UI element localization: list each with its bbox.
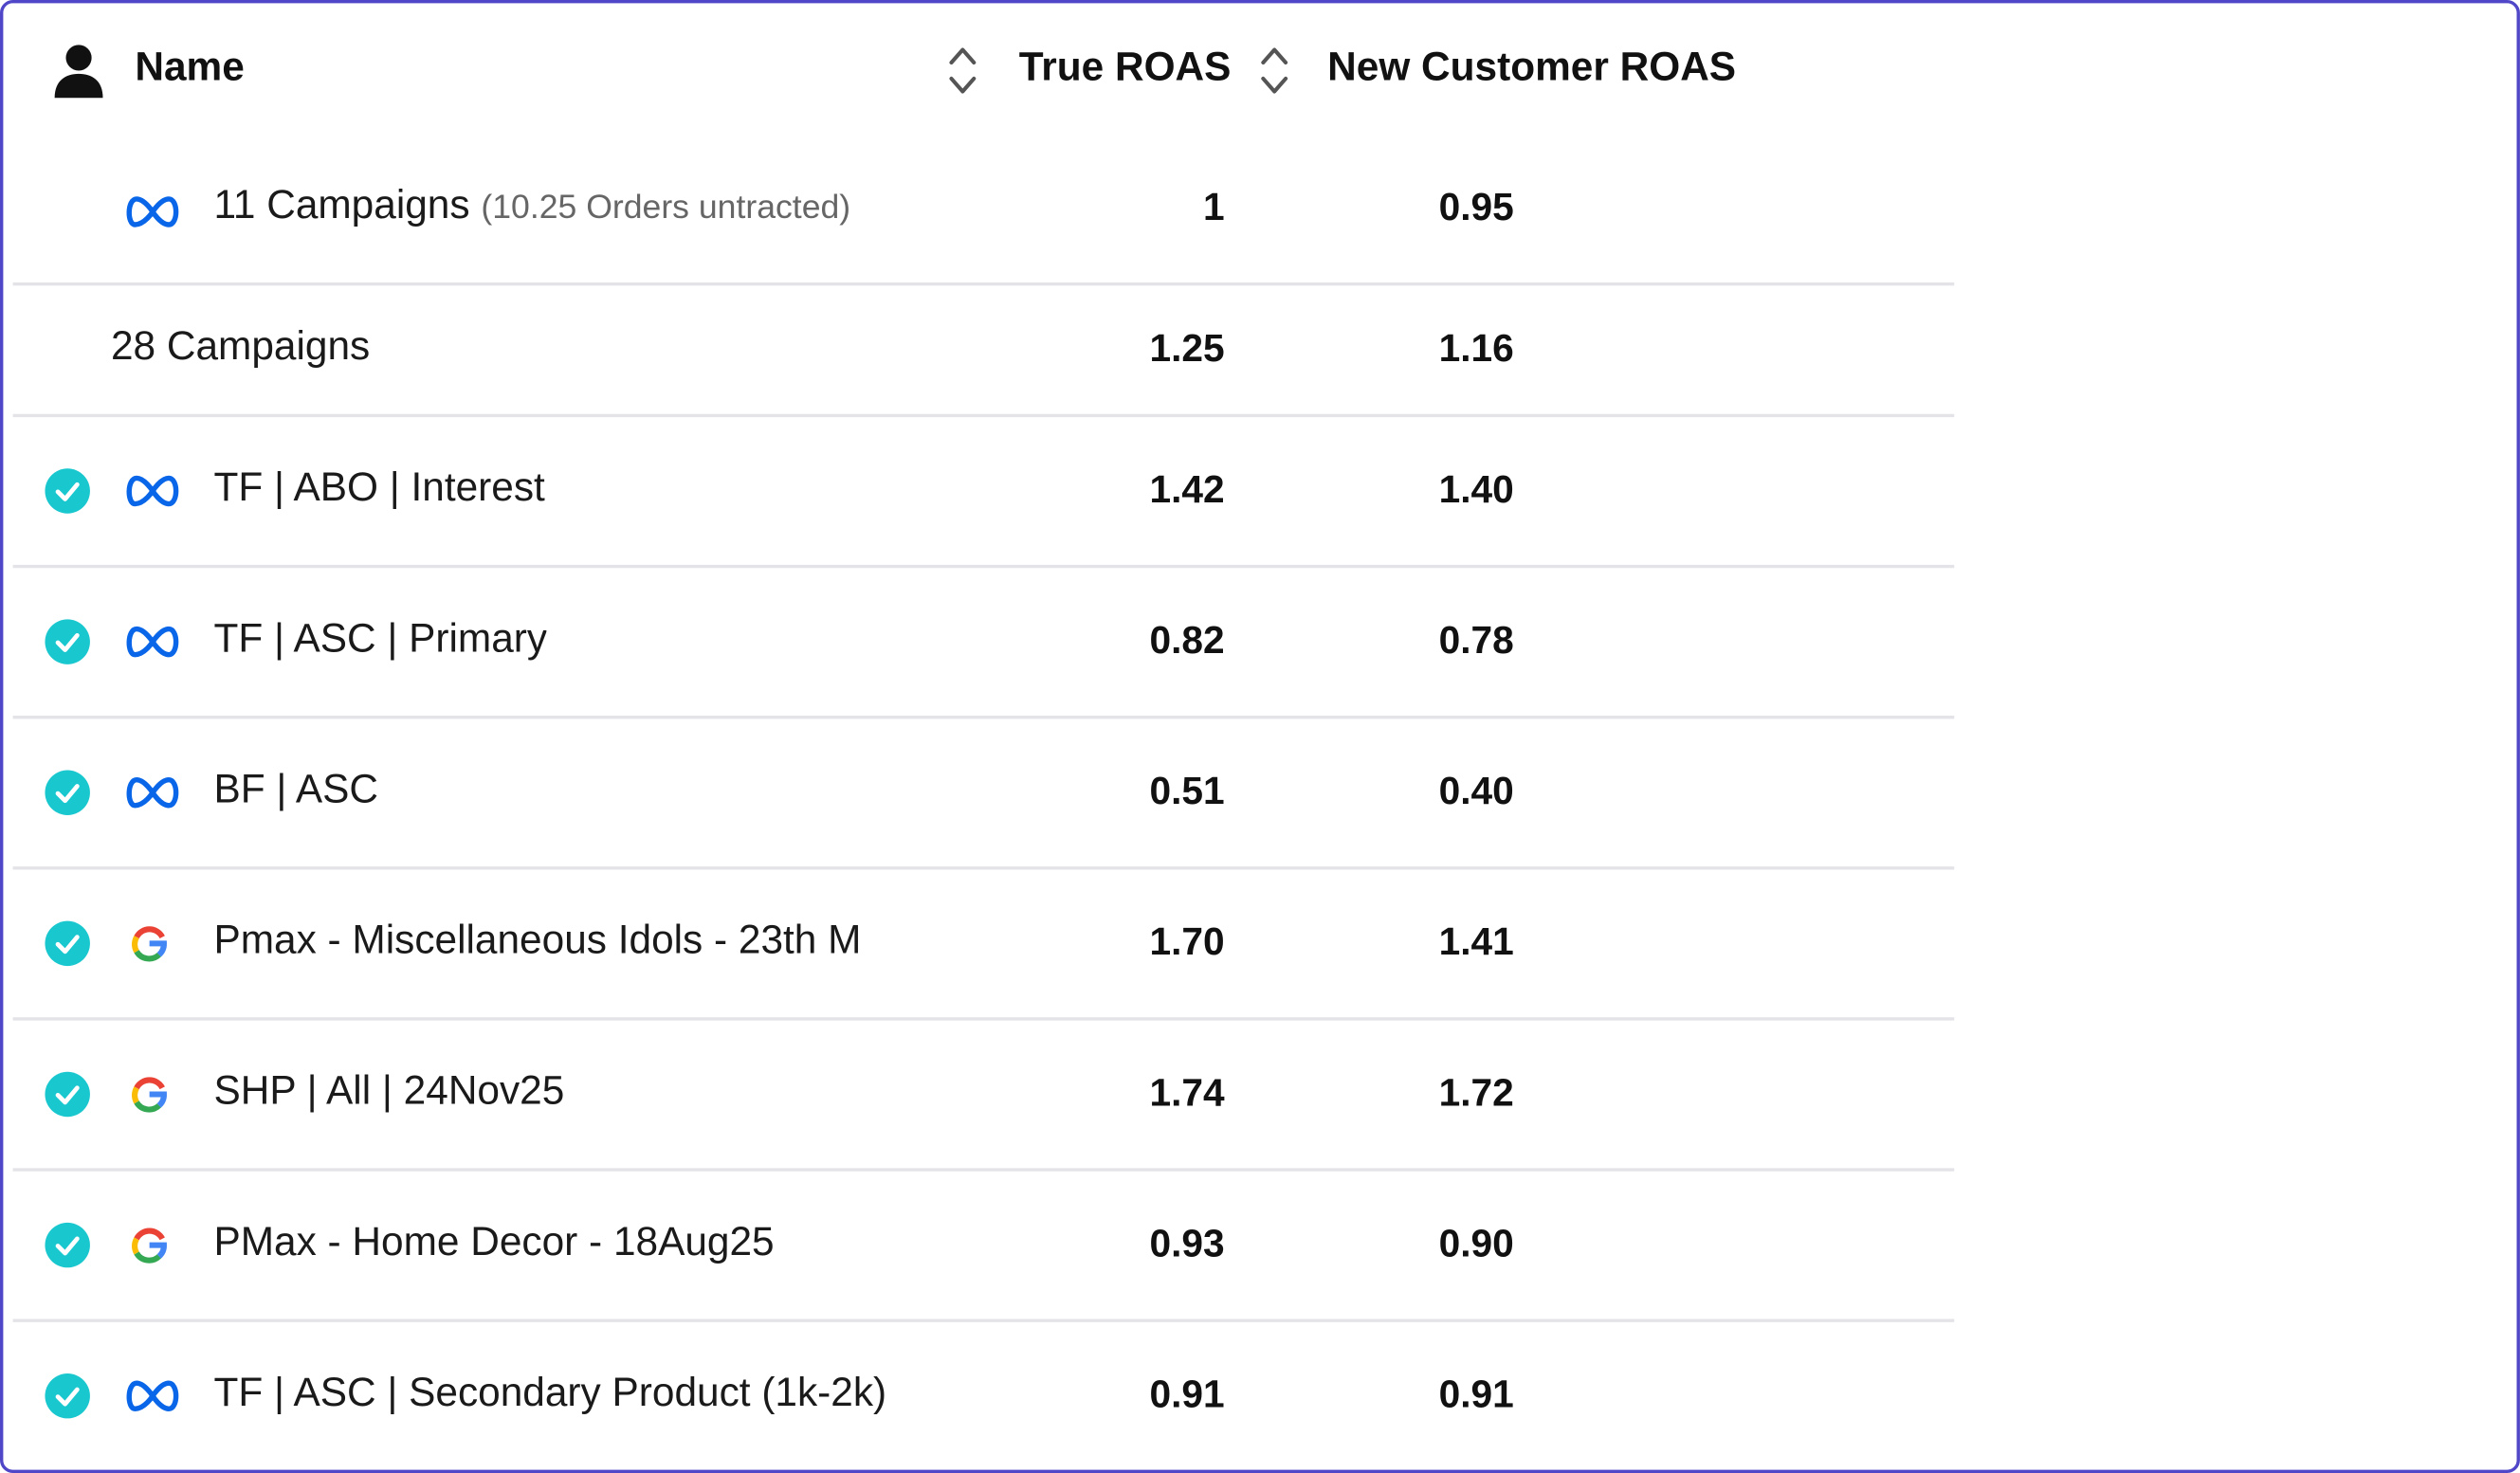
- name-column-header[interactable]: Name: [135, 45, 245, 90]
- google-icon: [132, 926, 167, 962]
- new-customer-roas-value: 0.40: [1438, 770, 1514, 814]
- new-customer-roas-value: 1.40: [1438, 468, 1514, 513]
- new-customer-roas-value: 0.91: [1438, 1373, 1514, 1417]
- true-roas-value: 0.91: [1149, 1373, 1225, 1417]
- true-roas-value: 1.25: [1149, 327, 1225, 372]
- meta-icon: [126, 776, 179, 809]
- new-customer-roas-value: 1.41: [1438, 920, 1514, 965]
- check-circle-icon[interactable]: [45, 468, 90, 514]
- table-row: TF | ABO | Interest 1.42 1.40: [12, 417, 1955, 569]
- true-roas-value: 1.74: [1149, 1071, 1225, 1116]
- campaign-name[interactable]: Pmax - Miscellaneous Idols - 23th M: [213, 918, 862, 963]
- new-customer-roas-value: 0.78: [1438, 619, 1514, 664]
- summary-row: 28 Campaigns 1.25 1.16: [12, 285, 1955, 418]
- true-roas-value: 1: [1203, 186, 1225, 230]
- check-circle-icon[interactable]: [45, 770, 90, 815]
- table-row: TF | ASC | Primary 0.82 0.78: [12, 568, 1955, 719]
- new-customer-roas-column-header[interactable]: New Customer ROAS: [1327, 45, 1737, 90]
- table-row: Pmax - Miscellaneous Idols - 23th M 1.70…: [12, 869, 1955, 1021]
- true-roas-column-header[interactable]: True ROAS: [1018, 45, 1232, 90]
- true-roas-value: 0.51: [1149, 770, 1225, 814]
- table-row: PMax - Home Decor - 18Aug25 0.93 0.90: [12, 1172, 1955, 1322]
- table-header: Name True ROAS New Customer ROAS: [3, 3, 2516, 141]
- check-circle-icon[interactable]: [45, 1373, 90, 1419]
- campaign-name[interactable]: TF | ASC | Secondary Product (1k-2k): [213, 1370, 887, 1416]
- true-roas-value: 1.42: [1149, 468, 1225, 513]
- table-row: BF | ASC 0.51 0.40: [12, 718, 1955, 870]
- campaign-name[interactable]: TF | ABO | Interest: [213, 464, 545, 511]
- table-row: SHP | All | 24Nov25 1.74 1.72: [12, 1021, 1955, 1172]
- new-customer-roas-value: 1.16: [1438, 327, 1514, 372]
- campaign-name[interactable]: TF | ASC | Primary: [213, 616, 548, 662]
- check-circle-icon[interactable]: [45, 619, 90, 664]
- meta-icon: [126, 626, 179, 658]
- check-circle-icon[interactable]: [45, 1071, 90, 1118]
- meta-icon: [126, 1380, 179, 1411]
- campaign-name[interactable]: PMax - Home Decor - 18Aug25: [213, 1219, 775, 1264]
- check-circle-icon[interactable]: [45, 1222, 90, 1268]
- sort-icon[interactable]: [945, 42, 980, 100]
- new-customer-roas-value: 0.90: [1438, 1222, 1514, 1266]
- google-icon: [132, 1228, 167, 1264]
- campaign-name[interactable]: BF | ASC: [213, 767, 378, 812]
- google-icon: [132, 1077, 167, 1113]
- summary-row-name[interactable]: 28 Campaigns: [110, 323, 371, 370]
- new-customer-roas-value: 0.95: [1438, 186, 1514, 230]
- true-roas-value: 1.70: [1149, 920, 1225, 965]
- summary-row-name[interactable]: 11 Campaigns (10.25 Orders untracted): [213, 183, 850, 229]
- person-icon: [54, 45, 103, 99]
- table-row: TF | ASC | Secondary Product (1k-2k) 0.9…: [13, 1322, 1955, 1466]
- meta-icon: [126, 475, 179, 507]
- new-customer-roas-value: 1.72: [1438, 1071, 1514, 1116]
- meta-icon: [126, 196, 179, 227]
- summary-row: 11 Campaigns (10.25 Orders untracted) 1 …: [12, 141, 1955, 286]
- check-circle-icon[interactable]: [45, 920, 90, 967]
- true-roas-value: 0.93: [1149, 1222, 1225, 1266]
- summary-row-label: 11 Campaigns: [213, 182, 470, 228]
- campaign-name[interactable]: SHP | All | 24Nov25: [213, 1068, 565, 1114]
- sort-icon[interactable]: [1257, 42, 1292, 100]
- true-roas-value: 0.82: [1149, 619, 1225, 664]
- summary-row-note: (10.25 Orders untracted): [481, 189, 851, 227]
